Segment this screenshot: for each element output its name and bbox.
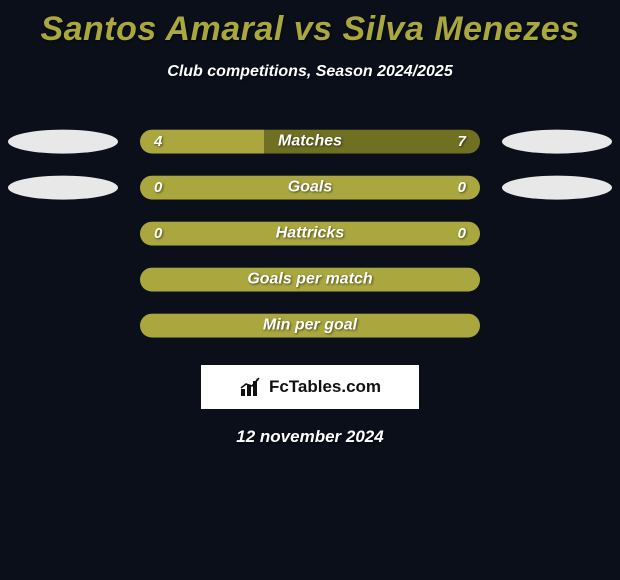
bar-left-segment [140, 314, 480, 338]
page-title: Santos Amaral vs Silva Menezes [0, 0, 620, 49]
player-left-oval [8, 176, 118, 200]
logo-text: FcTables.com [269, 377, 381, 397]
stat-value-left: 4 [154, 133, 162, 150]
bar-right-segment [264, 130, 480, 154]
stat-bar: Min per goal [140, 314, 480, 338]
stat-row: Goals00 [0, 167, 620, 213]
stat-value-right: 7 [458, 133, 466, 150]
player-right-oval [502, 130, 612, 154]
bar-left-segment [140, 176, 480, 200]
stat-bar: Hattricks00 [140, 222, 480, 246]
comparison-rows: Matches47Goals00Hattricks00Goals per mat… [0, 121, 620, 351]
stat-bar: Matches47 [140, 130, 480, 154]
stat-row: Goals per match [0, 259, 620, 305]
logo-box: FcTables.com [201, 365, 419, 409]
player-right-oval [502, 176, 612, 200]
stat-bar: Goals per match [140, 268, 480, 292]
chart-icon [239, 376, 265, 398]
player-left-oval [8, 130, 118, 154]
stat-value-left: 0 [154, 179, 162, 196]
bar-left-segment [140, 222, 480, 246]
stat-value-left: 0 [154, 225, 162, 242]
date-text: 12 november 2024 [0, 427, 620, 447]
stat-row: Matches47 [0, 121, 620, 167]
bar-left-segment [140, 268, 480, 292]
stat-row: Min per goal [0, 305, 620, 351]
stat-value-right: 0 [458, 225, 466, 242]
subtitle: Club competitions, Season 2024/2025 [0, 63, 620, 81]
stat-bar: Goals00 [140, 176, 480, 200]
stat-value-right: 0 [458, 179, 466, 196]
stat-row: Hattricks00 [0, 213, 620, 259]
